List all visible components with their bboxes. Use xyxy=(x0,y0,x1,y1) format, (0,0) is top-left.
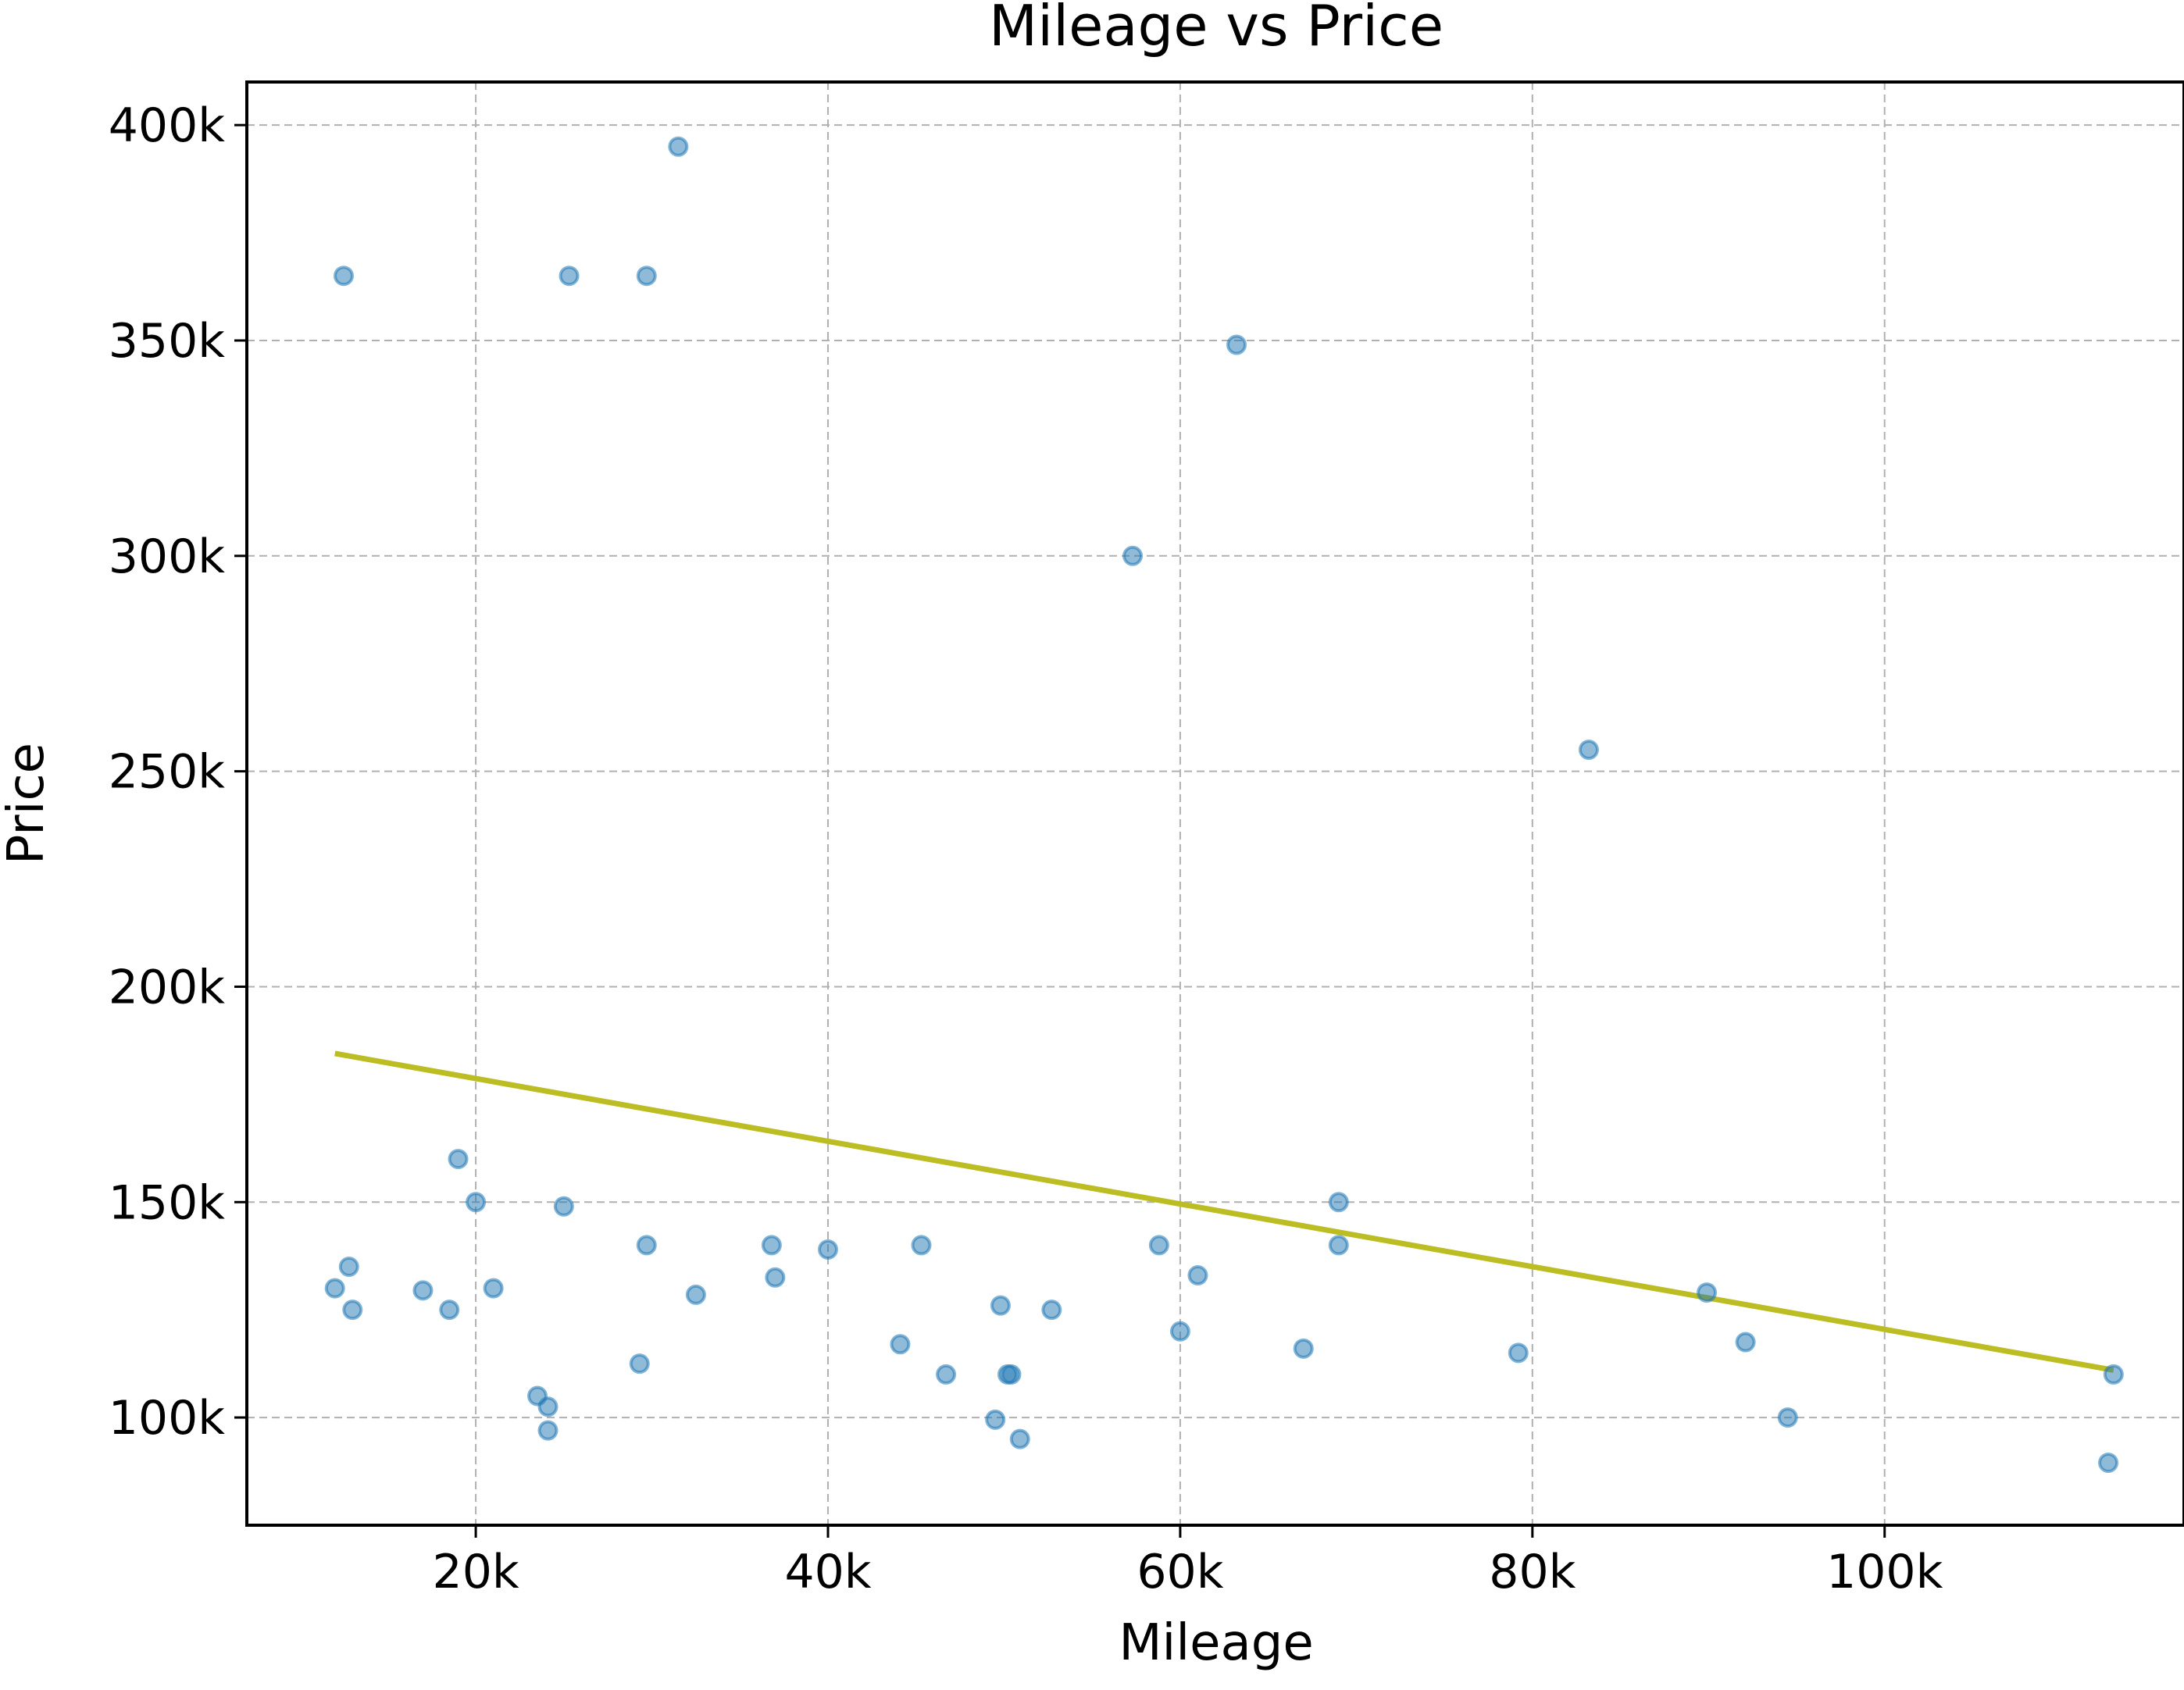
plot-frame xyxy=(245,80,2184,1527)
scatter-point xyxy=(553,1196,574,1217)
scatter-point xyxy=(1009,1428,1030,1449)
scatter-point xyxy=(1777,1407,1798,1428)
scatter-point xyxy=(685,1284,706,1305)
scatter-point xyxy=(668,136,689,157)
y-tick-label: 350k xyxy=(109,314,226,369)
scatter-point xyxy=(1697,1282,1718,1303)
y-tick-label: 100k xyxy=(109,1391,226,1446)
x-axis-ticks: 20k 40k 60k 80k 100k xyxy=(433,1525,1943,1599)
y-axis-ticks: 100k 150k 200k 250k 300k 350k 400k xyxy=(109,98,247,1446)
scatter-point xyxy=(1226,334,1247,355)
scatter-point xyxy=(439,1300,460,1321)
scatter-point xyxy=(765,1267,786,1288)
scatter-point xyxy=(1001,1364,1022,1385)
x-tick-label: 40k xyxy=(784,1545,871,1599)
scatter-point xyxy=(338,1257,359,1278)
x-tick-label: 80k xyxy=(1489,1545,1576,1599)
scatter-point xyxy=(342,1300,363,1321)
scatter-point xyxy=(1293,1338,1314,1359)
scatter-point xyxy=(412,1280,434,1301)
x-axis-label: Mileage xyxy=(1119,1614,1313,1672)
scatter-point xyxy=(2098,1453,2119,1474)
scatter-point xyxy=(537,1396,558,1417)
scatter-point xyxy=(911,1235,932,1256)
y-tick-label: 150k xyxy=(109,1175,226,1230)
scatter-point xyxy=(1508,1342,1529,1364)
scatter-point xyxy=(2103,1364,2124,1385)
scatter-point xyxy=(636,1235,657,1256)
scatter-point xyxy=(890,1334,911,1355)
scatter-point xyxy=(1187,1265,1208,1286)
trend-line-layer xyxy=(334,1050,2114,1373)
x-tick-label: 20k xyxy=(433,1545,519,1599)
scatter-point xyxy=(558,266,580,287)
grid xyxy=(247,82,2184,1525)
y-tick-label: 400k xyxy=(109,98,226,153)
scatter-point xyxy=(1328,1192,1349,1213)
scatter-point xyxy=(448,1149,469,1170)
scatter-point xyxy=(1148,1235,1169,1256)
y-tick-label: 200k xyxy=(109,960,226,1014)
y-axis-label: Price xyxy=(0,743,55,865)
scatter-point xyxy=(1041,1300,1062,1321)
scatter-point xyxy=(1328,1235,1349,1256)
y-tick-label: 300k xyxy=(109,529,226,584)
scatter-points xyxy=(324,136,2124,1474)
scatter-point xyxy=(483,1278,504,1299)
x-tick-label: 100k xyxy=(1826,1545,1943,1599)
scatter-point xyxy=(1578,740,1599,761)
scatter-point xyxy=(466,1192,487,1213)
scatter-point xyxy=(990,1295,1011,1316)
scatter-point xyxy=(1122,545,1144,566)
scatter-point xyxy=(537,1420,558,1441)
scatter-point xyxy=(334,266,354,287)
scatter-point xyxy=(985,1409,1006,1430)
chart-title: Mileage vs Price xyxy=(989,0,1444,59)
scatter-point xyxy=(936,1364,957,1385)
x-tick-label: 60k xyxy=(1137,1545,1223,1599)
scatter-point xyxy=(636,266,657,287)
y-tick-label: 250k xyxy=(109,745,226,800)
scatter-point xyxy=(818,1239,838,1260)
scatter-point xyxy=(324,1278,345,1299)
trend-line xyxy=(334,1050,2114,1373)
scatter-point xyxy=(629,1353,650,1374)
scatter-point xyxy=(1169,1321,1190,1342)
scatter-point xyxy=(1735,1332,1756,1353)
scatter-point xyxy=(761,1235,782,1256)
